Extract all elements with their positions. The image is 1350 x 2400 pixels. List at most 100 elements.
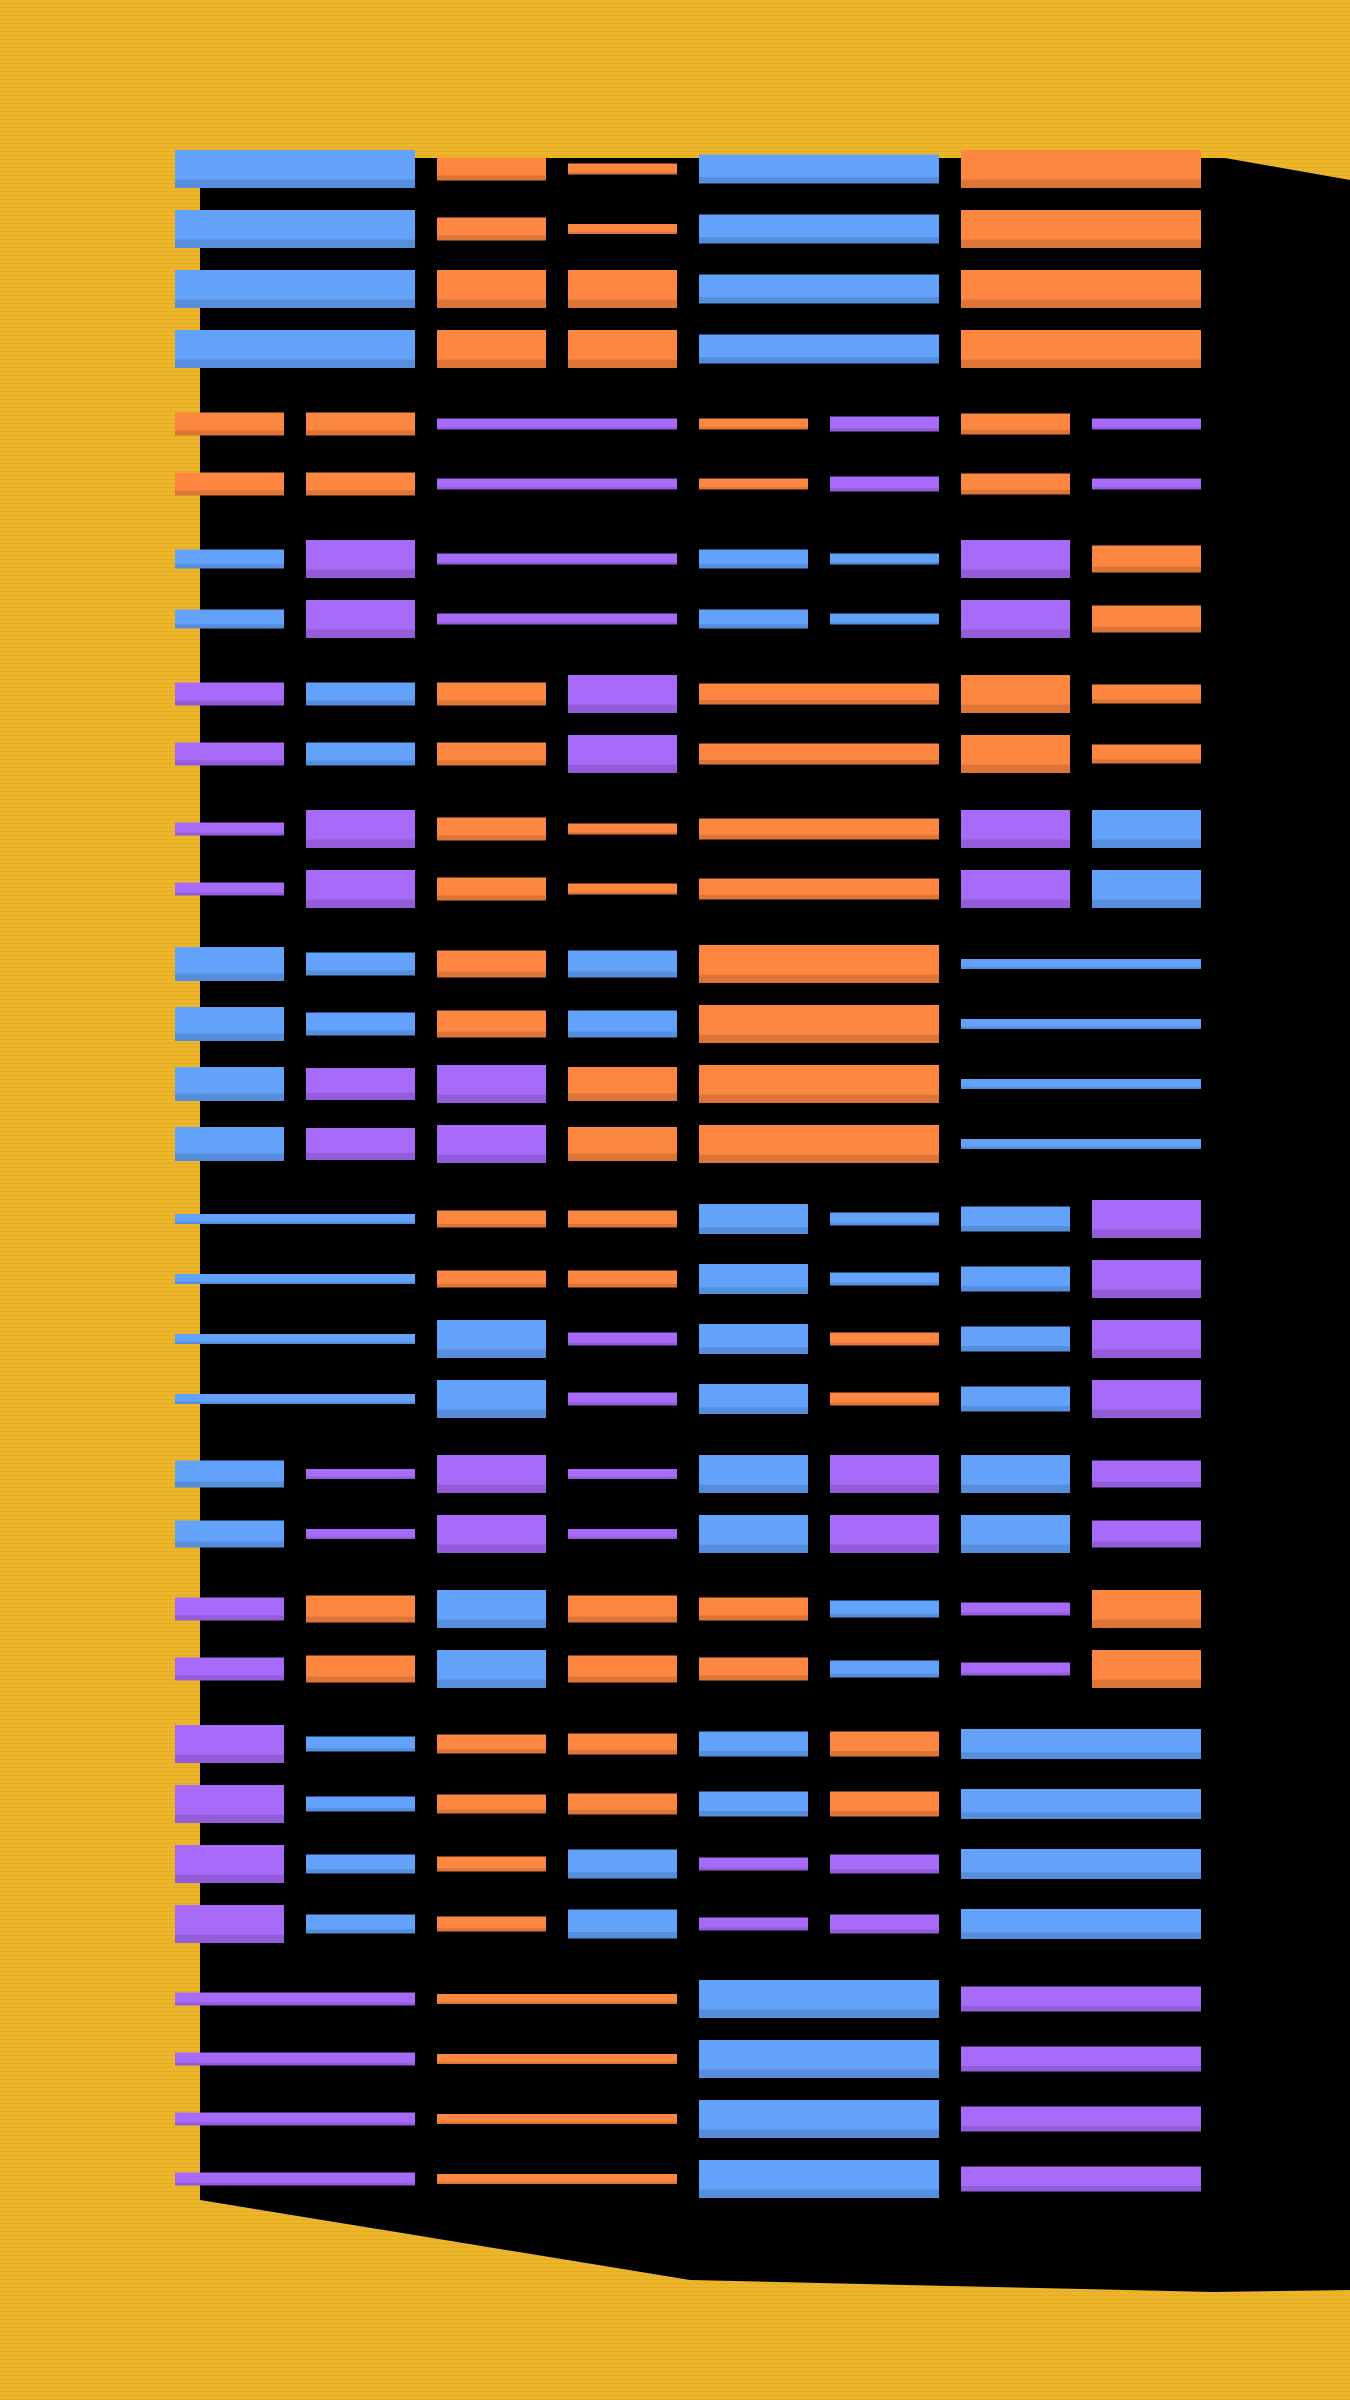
- bar-segment: [699, 1980, 939, 2018]
- bar-segment-shade: [830, 1811, 939, 1817]
- bar-segment: [306, 952, 415, 976]
- bar-segment: [568, 330, 677, 368]
- bar-segment-shade: [437, 1154, 546, 1163]
- bar-segment: [175, 1845, 284, 1883]
- bar-segment-shade: [961, 2186, 1201, 2192]
- bar-segment-shade: [961, 1872, 1201, 1879]
- bar-segment-shade: [1092, 566, 1201, 573]
- bar-segment: [961, 1206, 1070, 1232]
- bar-segment-shade: [306, 1030, 415, 1036]
- bar-segment-shade: [961, 1752, 1201, 1759]
- bar-segment: [437, 1734, 546, 1754]
- bar-segment-shade: [306, 970, 415, 976]
- bar-segment-shade: [175, 2062, 415, 2066]
- bar-segment: [830, 1272, 939, 1286]
- bar-segment-shade: [175, 1814, 284, 1823]
- bar-segment: [961, 600, 1070, 638]
- bar-segment-shade: [175, 892, 284, 896]
- bar-segment-shade: [437, 562, 677, 565]
- bar-segment: [1092, 418, 1201, 430]
- bar-segment-shade: [175, 299, 415, 308]
- bar-segment: [437, 1794, 546, 1814]
- bar-segment: [699, 1005, 939, 1043]
- bar-segment: [437, 1065, 546, 1103]
- bar-segment: [437, 1994, 677, 2004]
- bar-segment-shade: [175, 1341, 415, 1344]
- bar-segment: [175, 1597, 284, 1621]
- bar-segment-shade: [699, 1347, 808, 1354]
- bar-segment: [175, 609, 284, 629]
- bar-segment-shade: [306, 1748, 415, 1752]
- bar-segment: [175, 1657, 284, 1681]
- bar-segment-shade: [306, 839, 415, 848]
- bar-segment: [699, 214, 939, 244]
- bar-segment-shade: [175, 973, 284, 981]
- bar-segment: [699, 1791, 808, 1817]
- bar-segment: [830, 1914, 939, 1934]
- bar-segment: [961, 473, 1070, 495]
- bar-segment: [699, 945, 939, 983]
- bar-segment-shade: [175, 1033, 284, 1041]
- bar-segment-shade: [961, 359, 1201, 368]
- bar-segment-shade: [175, 564, 284, 569]
- bar-segment: [961, 1789, 1201, 1819]
- bar-segment-shade: [306, 430, 415, 436]
- bar-block: [175, 675, 1201, 773]
- bar-segment-shade: [961, 764, 1070, 773]
- bar-segment: [699, 2160, 939, 2198]
- bar-segment-shade: [1092, 1619, 1201, 1628]
- bar-segment: [699, 1125, 939, 1163]
- bar-segment: [306, 870, 415, 908]
- bar-segment-shade: [437, 2001, 677, 2004]
- bar-segment: [961, 1266, 1070, 1292]
- bar-segment-shade: [175, 1754, 284, 1763]
- bar-segment: [1092, 810, 1201, 848]
- bar-segment: [437, 418, 677, 430]
- bar-segment: [699, 683, 939, 705]
- bar-segment-shade: [437, 487, 677, 490]
- bar-segment: [568, 1270, 677, 1288]
- bar-segment: [306, 1854, 415, 1874]
- bar-segment: [306, 1529, 415, 1539]
- bar-segment-shade: [961, 1146, 1201, 1149]
- bar-segment-shade: [437, 895, 546, 901]
- bar-segment-shade: [437, 700, 546, 706]
- bar-segment-shade: [699, 487, 808, 490]
- bar-segment-shade: [175, 1281, 415, 1284]
- bar-segment-shade: [961, 1812, 1201, 1819]
- bar-segment-shade: [175, 760, 284, 766]
- bar-segment: [699, 1065, 939, 1103]
- bar-segment-shade: [175, 1615, 284, 1621]
- bar-segment: [306, 1736, 415, 1752]
- bar-segment-shade: [699, 1751, 808, 1757]
- bar-segment: [568, 1392, 677, 1406]
- bar-segment: [699, 818, 939, 840]
- bar-segment-shade: [306, 899, 415, 908]
- bar-segment-shade: [437, 622, 677, 625]
- bar-segment: [830, 1731, 939, 1757]
- bar-segment: [961, 2166, 1201, 2192]
- bar-segment: [961, 330, 1201, 368]
- bar-segment: [830, 476, 939, 492]
- bar-segment: [961, 1909, 1201, 1939]
- bar-segment: [175, 330, 415, 368]
- bar-segment-shade: [568, 971, 677, 978]
- bar-segment-shade: [568, 1223, 677, 1228]
- bar-segment: [699, 1917, 808, 1931]
- bar-segment: [699, 609, 808, 629]
- bar-segment: [568, 1909, 677, 1939]
- bar-segment-shade: [306, 1616, 415, 1623]
- bar-segment-shade: [1092, 839, 1201, 848]
- bar-segment-shade: [568, 231, 677, 234]
- bar-segment-shade: [568, 1031, 677, 1038]
- bar-segment: [437, 478, 677, 490]
- bar-segment: [830, 1854, 939, 1874]
- bar-segment-shade: [306, 569, 415, 578]
- bar-segment-shade: [568, 1093, 677, 1101]
- bar-segment: [568, 823, 677, 835]
- bar-segment: [699, 2100, 939, 2138]
- bar-segment-shade: [830, 1673, 939, 1678]
- bar-segment-shade: [568, 1809, 677, 1815]
- bar-segment-shade: [437, 1409, 546, 1418]
